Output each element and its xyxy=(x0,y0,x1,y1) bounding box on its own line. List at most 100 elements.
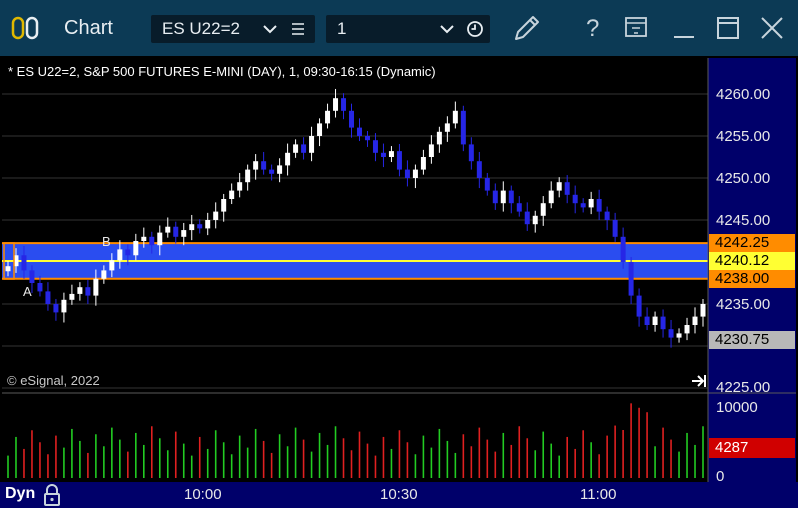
close-icon[interactable] xyxy=(760,16,784,40)
candle-body xyxy=(628,262,634,296)
chevron-down-icon[interactable] xyxy=(263,23,277,35)
candle-body xyxy=(301,144,307,153)
symbol-selector[interactable]: ES U22=2 xyxy=(151,15,315,43)
candle-body xyxy=(388,151,394,157)
candle-body xyxy=(604,211,610,220)
candle-body xyxy=(213,211,219,220)
candle-body xyxy=(564,182,570,195)
candle-body xyxy=(660,316,666,330)
candle-body xyxy=(205,220,211,229)
time-tick-label: 11:00 xyxy=(580,486,617,503)
candle-body xyxy=(588,199,594,208)
candle-body xyxy=(269,169,275,174)
candle-body xyxy=(452,110,458,124)
maximize-icon[interactable] xyxy=(716,16,740,40)
candle-body xyxy=(325,110,331,124)
candle-body xyxy=(532,215,538,225)
candle-body xyxy=(428,144,434,157)
candle-body xyxy=(349,110,355,128)
clock-icon[interactable] xyxy=(466,20,484,38)
candle-body xyxy=(380,152,386,157)
candle-body xyxy=(149,236,155,246)
price-tick-label: 4255.00 xyxy=(716,128,771,145)
chevron-down-icon[interactable] xyxy=(440,23,454,35)
candle-body xyxy=(356,127,362,136)
interval-value: 1 xyxy=(337,19,347,38)
candle-body xyxy=(652,316,658,325)
candle-body xyxy=(676,333,682,338)
candle-body xyxy=(420,157,426,170)
candle-body xyxy=(157,232,163,246)
price-tick-label: 4260.00 xyxy=(716,86,771,103)
candle-body xyxy=(165,226,171,233)
volume-zero-label: 0 xyxy=(716,468,725,485)
chart-header: * ES U22=2, S&P 500 FUTURES E-MINI (DAY)… xyxy=(8,64,436,79)
candle-body xyxy=(189,224,195,231)
esignal-logo-icon xyxy=(11,16,39,40)
candle-body xyxy=(21,255,27,271)
candle-body xyxy=(636,295,642,317)
candle-body xyxy=(29,270,35,283)
candle-body xyxy=(37,283,43,292)
candle-body xyxy=(5,266,11,272)
candle-body xyxy=(125,249,131,256)
candle-body xyxy=(237,182,243,191)
candle-body xyxy=(285,152,291,166)
price-tick-label: 4245.00 xyxy=(716,212,771,229)
help-icon[interactable]: ? xyxy=(582,14,604,42)
scroll-to-end-icon[interactable] xyxy=(690,373,708,389)
candle-body xyxy=(45,291,51,304)
candle-body xyxy=(253,161,259,170)
candle-body xyxy=(700,304,706,317)
candle-body xyxy=(692,316,698,325)
candle-body xyxy=(61,299,67,313)
candle-body xyxy=(372,140,378,153)
candle-body xyxy=(412,169,418,178)
candle-body xyxy=(53,304,59,313)
candle-body xyxy=(580,203,586,208)
band-mid-price-tag: 4240.12 xyxy=(709,252,795,270)
candle-body xyxy=(245,169,251,183)
candle-body xyxy=(468,144,474,162)
candle-body xyxy=(548,190,554,204)
candle-body xyxy=(516,203,522,212)
candle-body xyxy=(612,220,618,237)
candle-body xyxy=(540,203,546,216)
menu-icon[interactable] xyxy=(291,22,305,36)
candle-body xyxy=(596,199,602,212)
marker-a-label: A xyxy=(23,284,32,299)
interval-selector[interactable]: 1 xyxy=(326,15,490,43)
minimize-icon[interactable] xyxy=(672,16,696,40)
candle-body xyxy=(484,178,490,191)
window-list-icon[interactable] xyxy=(624,16,648,40)
candle-body xyxy=(101,270,107,279)
lock-icon[interactable] xyxy=(42,484,62,506)
candle-body xyxy=(109,260,115,271)
candle-body xyxy=(556,182,562,191)
candle-body xyxy=(396,151,402,170)
price-chart-area[interactable] xyxy=(2,58,708,394)
band-top-price-tag: 4242.25 xyxy=(709,234,795,252)
pencil-icon[interactable] xyxy=(512,13,542,43)
time-tick-label: 10:00 xyxy=(184,486,222,503)
copyright-label: © eSignal, 2022 xyxy=(7,373,100,388)
candle-body xyxy=(277,165,283,174)
candle-body xyxy=(444,123,450,132)
candle-body xyxy=(436,131,442,145)
candle-body xyxy=(13,255,19,267)
dynamic-mode-label[interactable]: Dyn xyxy=(5,485,36,502)
band-start-marker xyxy=(3,242,15,280)
marker-b-label: B xyxy=(102,234,111,249)
time-axis-bar xyxy=(0,482,798,508)
candle-body xyxy=(117,249,123,261)
candle-body xyxy=(69,293,75,300)
candle-body xyxy=(77,287,83,294)
candle-body xyxy=(93,278,99,296)
candle-body xyxy=(173,226,179,237)
candle-body xyxy=(293,144,299,153)
volume-max-label: 10000 xyxy=(716,399,758,416)
symbol-value: ES U22=2 xyxy=(162,19,240,38)
time-tick-label: 10:30 xyxy=(380,486,418,503)
